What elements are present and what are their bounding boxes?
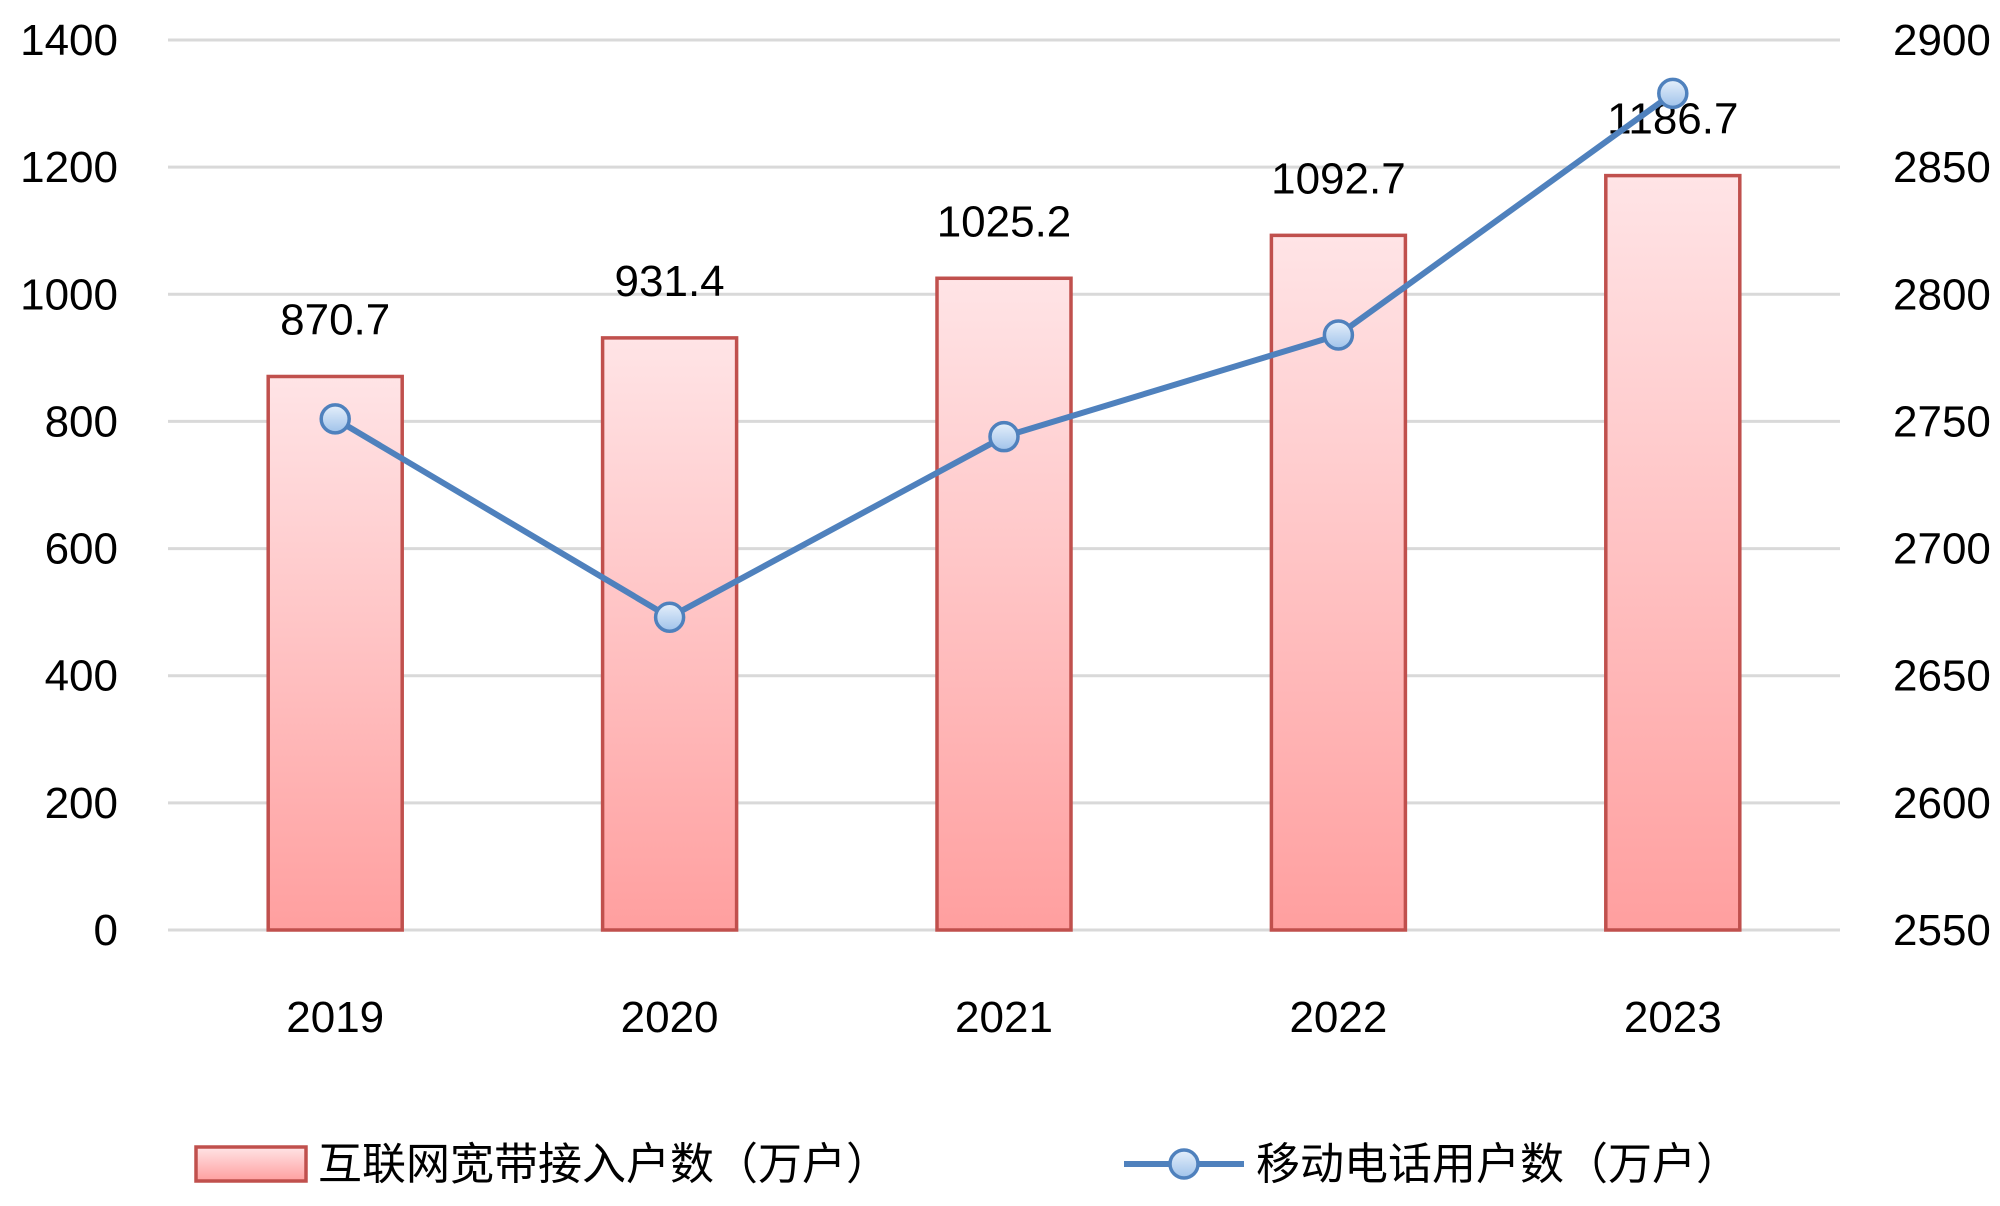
left-tick-label: 1200: [20, 143, 118, 192]
x-tick-label: 2019: [286, 993, 384, 1042]
right-tick-label: 2550: [1893, 906, 1991, 955]
bar: [600, 336, 739, 932]
left-tick-label: 0: [94, 906, 118, 955]
left-tick-label: 200: [45, 779, 118, 828]
x-tick-label: 2023: [1624, 993, 1722, 1042]
legend-bar-swatch: [194, 1145, 308, 1183]
x-tick-label: 2021: [955, 993, 1053, 1042]
left-tick-label: 600: [45, 525, 118, 574]
legend: 互联网宽带接入户数（万户） 移动电话用户数（万户）: [194, 1139, 1740, 1190]
x-tick-label: 2020: [621, 993, 719, 1042]
legend-line-label: 移动电话用户数（万户）: [1256, 1139, 1740, 1190]
right-tick-label: 2650: [1893, 652, 1991, 701]
right-tick-label: 2750: [1893, 397, 1991, 446]
line-point: [653, 601, 686, 633]
bar: [1604, 173, 1742, 932]
bar-data-label: 1092.7: [1271, 154, 1406, 203]
line-point: [319, 403, 351, 435]
right-y-axis: 2550 2600 2650 2700 2750 2800 2850 2900: [1893, 16, 1991, 955]
legend-bar-label: 互联网宽带接入户数（万户）: [318, 1139, 890, 1190]
line-point: [1657, 77, 1689, 110]
left-tick-label: 400: [45, 652, 118, 701]
bar-series: [266, 173, 1742, 932]
right-tick-label: 2700: [1893, 525, 1991, 574]
bar: [1269, 233, 1408, 932]
bar-data-label: 931.4: [615, 257, 725, 306]
left-tick-label: 1000: [20, 270, 118, 319]
line-series: [319, 77, 1689, 633]
right-tick-label: 2850: [1893, 143, 1991, 192]
x-tick-label: 2022: [1289, 993, 1387, 1042]
left-tick-label: 800: [45, 397, 118, 446]
line-point: [1322, 319, 1355, 351]
bar: [935, 276, 1073, 932]
bar-data-label: 1025.2: [937, 197, 1072, 246]
right-tick-label: 2800: [1893, 270, 1991, 319]
line-point: [988, 420, 1020, 453]
right-tick-label: 2600: [1893, 779, 1991, 828]
left-y-axis: 0 200 400 600 800 1000 1200 1400: [20, 16, 118, 955]
bar: [266, 374, 404, 932]
bar-data-label: 870.7: [280, 295, 390, 344]
right-tick-label: 2900: [1893, 16, 1991, 65]
left-tick-label: 1400: [20, 16, 118, 65]
x-axis: 2019 2020 2021 2022 2023: [286, 993, 1721, 1042]
legend-line-marker: [1168, 1148, 1200, 1180]
